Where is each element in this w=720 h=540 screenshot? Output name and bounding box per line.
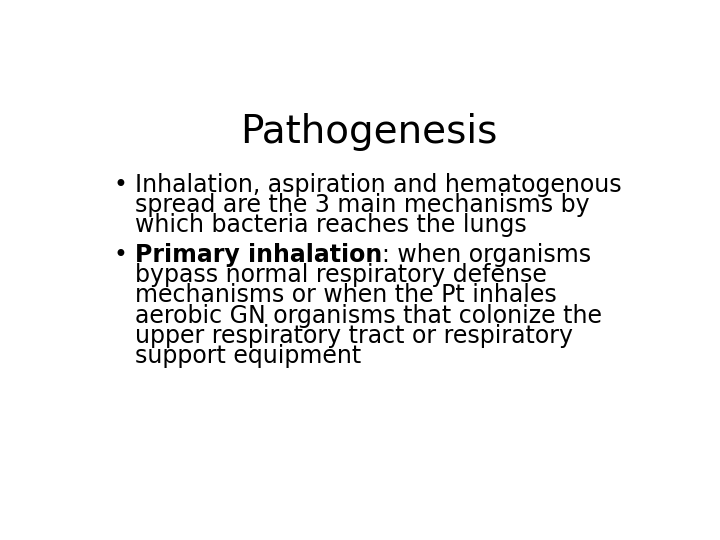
Text: mechanisms or when the Pt inhales: mechanisms or when the Pt inhales bbox=[135, 284, 557, 307]
Text: upper respiratory tract or respiratory: upper respiratory tract or respiratory bbox=[135, 323, 573, 348]
Text: •: • bbox=[113, 173, 127, 197]
Text: Inhalation, aspiration and hematogenous: Inhalation, aspiration and hematogenous bbox=[135, 173, 621, 197]
Text: Primary inhalation: Primary inhalation bbox=[135, 244, 382, 267]
Text: : when organisms: : when organisms bbox=[382, 244, 591, 267]
Text: which bacteria reaches the lungs: which bacteria reaches the lungs bbox=[135, 213, 527, 237]
Text: support equipment: support equipment bbox=[135, 343, 361, 368]
Text: spread are the 3 main mechanisms by: spread are the 3 main mechanisms by bbox=[135, 193, 590, 217]
Text: •: • bbox=[113, 244, 127, 267]
Text: bypass normal respiratory defense: bypass normal respiratory defense bbox=[135, 264, 546, 287]
Text: aerobic GN organisms that colonize the: aerobic GN organisms that colonize the bbox=[135, 303, 602, 327]
Text: Pathogenesis: Pathogenesis bbox=[240, 112, 498, 151]
